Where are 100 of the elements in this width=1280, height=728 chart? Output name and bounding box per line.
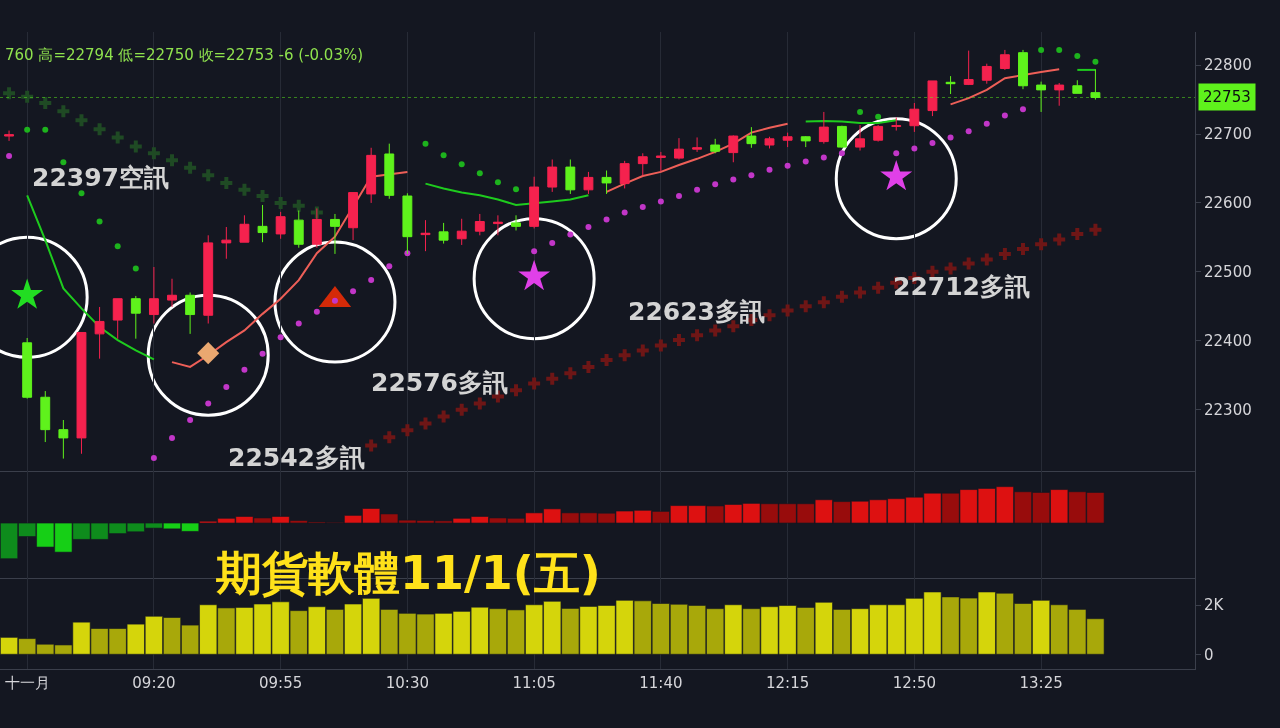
point — [911, 145, 918, 152]
candlestick — [1090, 68, 1101, 101]
candlestick — [203, 234, 214, 325]
candlestick — [837, 125, 847, 149]
point — [875, 113, 882, 120]
point — [528, 377, 541, 390]
point — [3, 87, 16, 100]
point — [980, 253, 993, 266]
point — [241, 366, 248, 373]
point — [603, 216, 610, 223]
point — [799, 300, 812, 313]
candlestick — [855, 124, 865, 152]
candlestick — [348, 192, 358, 241]
x-tick-label: 十一月 — [4, 674, 50, 692]
point — [96, 218, 103, 225]
candlestick — [1054, 82, 1065, 107]
point — [259, 350, 266, 357]
candlestick — [221, 226, 232, 260]
candlestick — [999, 49, 1010, 71]
candlestick — [275, 211, 286, 240]
candlestick — [963, 50, 974, 86]
point — [419, 417, 432, 430]
y-tick-label: 22500 — [1204, 263, 1252, 282]
point — [781, 304, 794, 317]
point — [600, 354, 613, 367]
point — [817, 296, 830, 309]
annotation: 22542多訊 — [228, 443, 365, 472]
point — [1019, 106, 1026, 113]
candlestick — [22, 337, 33, 400]
point — [712, 181, 719, 188]
y-tick-label: 0 — [1204, 645, 1214, 664]
point — [766, 166, 773, 173]
candlestick — [456, 218, 467, 246]
candlestick — [692, 136, 703, 153]
point — [944, 262, 957, 275]
point — [169, 434, 176, 441]
point — [111, 131, 124, 144]
y-tick-label: 22300 — [1204, 400, 1252, 419]
candlestick — [565, 159, 576, 195]
point — [820, 154, 827, 161]
point — [368, 277, 375, 284]
point — [197, 342, 220, 365]
candlestick — [420, 219, 431, 252]
point — [277, 334, 284, 341]
point — [513, 186, 520, 193]
point — [585, 224, 592, 231]
x-tick-label: 09:55 — [259, 674, 303, 692]
point — [57, 105, 70, 118]
candlestick — [782, 132, 793, 148]
candlestick — [76, 331, 87, 455]
x-tick-label: 11:05 — [512, 674, 556, 692]
point — [1074, 53, 1081, 60]
point — [998, 247, 1011, 260]
candlestick — [746, 126, 757, 149]
point — [331, 297, 338, 304]
x-tick-label: 12:15 — [765, 674, 810, 692]
point — [350, 288, 357, 295]
point — [494, 179, 501, 186]
candlestick — [981, 63, 992, 85]
point — [21, 90, 34, 103]
point — [748, 172, 755, 179]
candlestick — [474, 213, 485, 236]
point — [1056, 46, 1063, 53]
candlestick — [58, 419, 69, 460]
point — [926, 265, 939, 278]
point — [567, 231, 574, 238]
point — [784, 162, 791, 169]
point — [531, 248, 538, 255]
candlestick — [239, 214, 250, 243]
point — [220, 176, 233, 189]
point — [24, 126, 31, 133]
candlestick — [818, 111, 829, 145]
point — [42, 126, 49, 133]
point — [564, 367, 577, 380]
candlestick — [873, 124, 884, 143]
candlestick — [511, 214, 521, 231]
point — [422, 140, 429, 147]
point — [691, 329, 704, 342]
point — [93, 123, 106, 136]
point — [129, 140, 142, 153]
point — [39, 96, 52, 109]
point — [1092, 58, 1099, 65]
point — [292, 199, 305, 212]
point — [437, 410, 450, 423]
x-tick-label: 11:40 — [639, 674, 683, 692]
x-tick-label: 13:25 — [1019, 674, 1063, 692]
point — [1089, 223, 1102, 236]
candlestick — [583, 171, 594, 195]
point — [205, 400, 212, 407]
point — [274, 196, 287, 209]
point — [60, 159, 67, 166]
annotation: 22397空訊 — [32, 163, 169, 192]
candlestick — [492, 214, 503, 236]
candlestick — [619, 160, 630, 189]
annotation: 期貨軟體11/1(五) — [216, 546, 601, 600]
x-tick-label: 10:30 — [385, 674, 430, 692]
point — [675, 193, 682, 200]
point — [150, 454, 157, 461]
point — [440, 152, 447, 159]
candlestick — [438, 222, 449, 245]
